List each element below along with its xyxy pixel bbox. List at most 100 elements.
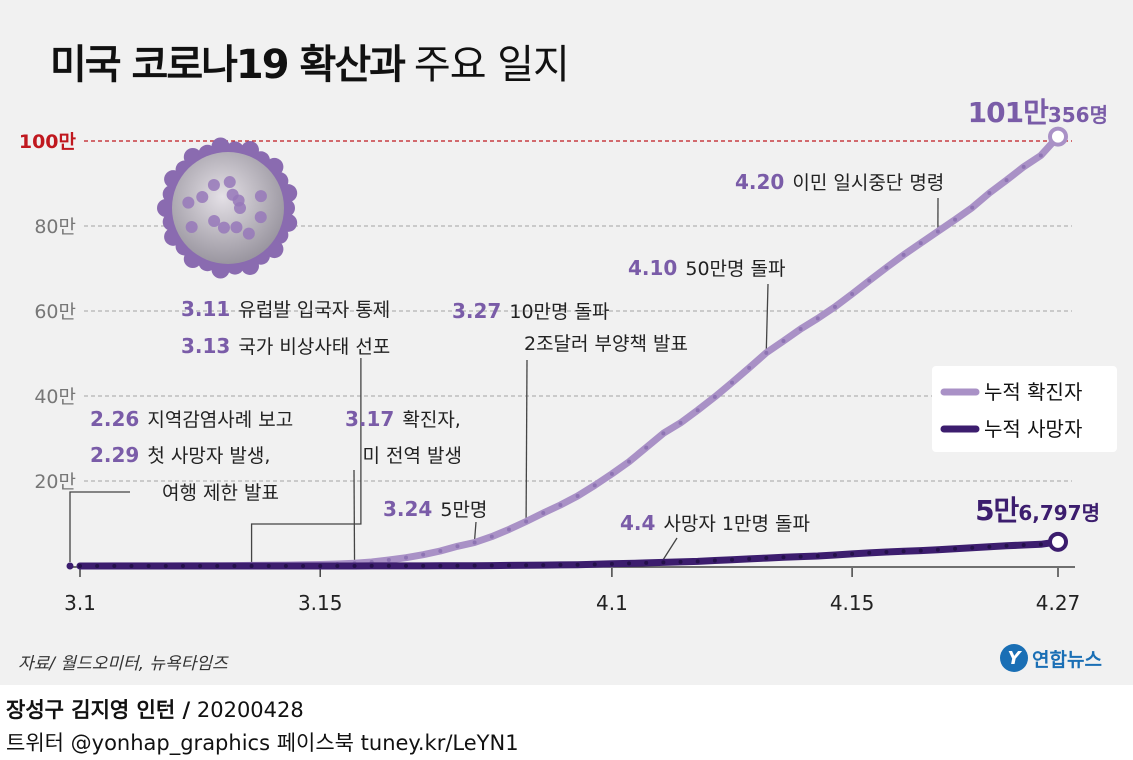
footer-credit: 장성구 김지영 인턴 / 20200428	[6, 694, 304, 724]
deaths-series-point	[1021, 542, 1026, 547]
confirmed-series-point	[627, 459, 632, 464]
deaths-series-line	[76, 538, 1062, 570]
confirmed-series-point	[867, 278, 872, 283]
confirmed-series-point	[386, 558, 391, 563]
deaths-series-point	[455, 563, 460, 568]
x-tick-label: 3.15	[298, 591, 343, 615]
virus-spike	[211, 260, 230, 279]
virus-spike	[208, 214, 221, 227]
deaths-series-point	[283, 563, 288, 568]
annotation-label: 2조달러 부양책 발표	[524, 333, 688, 355]
deaths-series-point	[489, 563, 494, 568]
confirmed-series-point	[455, 544, 460, 549]
confirmed-series-point	[438, 549, 443, 554]
deaths-series-point	[695, 559, 700, 564]
deaths-series-point	[146, 563, 151, 568]
leader-line	[662, 537, 678, 560]
deaths-series-point	[386, 563, 391, 568]
deaths-series-point	[935, 547, 940, 552]
annotation-text: 첫 사망자 발생,	[147, 445, 270, 467]
annotation-label: 여행 제한 발표	[162, 482, 279, 504]
confirmed-series-point	[472, 540, 477, 545]
confirmed-series-point	[1038, 153, 1043, 158]
annotation-label: 미 전역 발생	[363, 445, 462, 467]
confirmed-series-point	[1004, 178, 1009, 183]
deaths-series-point	[180, 563, 185, 568]
annotation-date: 4.20	[735, 170, 784, 194]
confirmed-series-point	[764, 350, 769, 355]
confirmed-end-label-small: 356명	[1048, 103, 1108, 127]
deaths-series-point	[661, 560, 666, 565]
annotation-date: 4.10	[628, 256, 677, 280]
virus-spike	[185, 220, 198, 233]
annotation-label: 3.27 10만명 돌파	[452, 299, 610, 323]
confirmed-series-point	[730, 380, 734, 385]
confirmed-series-point	[918, 241, 923, 246]
deaths-series-point	[798, 554, 803, 559]
deaths-series-point	[95, 563, 100, 568]
deaths-series-point	[335, 563, 340, 568]
virus-spike	[279, 184, 298, 203]
deaths-series-point	[301, 563, 306, 568]
virus-spike	[226, 188, 239, 201]
virus-spike	[240, 256, 259, 275]
confirmed-series-point	[592, 483, 597, 488]
annotation-date: 3.13	[181, 334, 230, 358]
y-tick-label: 40만	[34, 386, 76, 408]
annotation-label: 3.24 5만명	[383, 497, 487, 521]
y-tick-label: 20만	[34, 471, 76, 493]
deaths-end-label-big: 5만	[975, 494, 1019, 527]
confirmed-series-point	[404, 555, 408, 560]
virus-spike	[207, 178, 220, 191]
deaths-series-point	[352, 563, 357, 568]
footer-sns: 트위터 @yonhap_graphics 페이스북 tuney.kr/LeYN1	[6, 731, 519, 755]
annotation-date: 4.4	[620, 511, 655, 535]
confirmed-series-point	[524, 519, 529, 524]
annotation-label: 3.17 확진자,	[345, 407, 461, 431]
deaths-series-point	[129, 563, 134, 568]
deaths-series-point	[472, 563, 477, 568]
confirmed-series-point	[506, 527, 511, 532]
credit-date: 20200428	[196, 698, 304, 722]
virus-spike	[223, 176, 236, 189]
deaths-series-point	[712, 558, 717, 563]
deaths-series-point	[575, 562, 580, 567]
annotation-text: 5만명	[440, 499, 487, 521]
coronavirus-illustration	[157, 137, 298, 279]
leader-line	[250, 358, 362, 562]
deaths-series-point	[953, 546, 958, 551]
credit-names: 장성구 김지영 인턴 /	[6, 698, 191, 722]
annotation-date: 3.11	[181, 297, 230, 321]
deaths-series-point	[404, 563, 408, 568]
confirmed-series-point	[747, 365, 752, 370]
deaths-series-point	[867, 550, 872, 555]
x-tick-label: 3.1	[64, 591, 96, 615]
leader-line	[765, 283, 769, 350]
confirmed-series-point	[987, 191, 992, 196]
confirmed-series-point	[815, 316, 820, 321]
virus-spike	[242, 227, 255, 240]
deaths-series-point	[541, 563, 546, 568]
confirmed-series-point	[935, 229, 940, 234]
yonhap-logo-text: 연합뉴스	[1032, 648, 1102, 671]
virus-spike	[157, 199, 175, 217]
x-tick-label: 4.1	[596, 591, 628, 615]
annotation-date: 3.27	[452, 299, 501, 323]
deaths-series-point	[163, 563, 168, 568]
confirmed-series-point	[644, 445, 649, 450]
deaths-end-label: 5만6,797명	[975, 494, 1100, 527]
deaths-series-point	[764, 556, 769, 561]
deaths-end-label-small: 6,797명	[1018, 501, 1100, 525]
confirmed-series-point	[678, 420, 683, 425]
annotation-text: 유럽발 입국자 통제	[238, 299, 390, 321]
confirmed-series-point	[575, 494, 580, 499]
deaths-series-point	[198, 563, 203, 568]
virus-body	[172, 152, 284, 264]
confirmed-series-point	[609, 471, 614, 476]
annotation-text: 50만명 돌파	[685, 258, 785, 280]
deaths-series-point	[1004, 543, 1009, 548]
confirmed-series-point	[712, 394, 717, 399]
confirmed-end-label-big: 101만	[968, 96, 1049, 129]
deaths-series-point	[644, 560, 649, 565]
confirmed-series-point	[901, 252, 906, 257]
